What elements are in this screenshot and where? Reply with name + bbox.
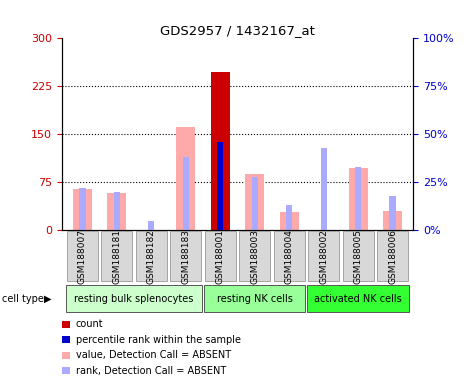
FancyBboxPatch shape: [66, 285, 202, 312]
Text: GSM188004: GSM188004: [285, 229, 294, 284]
Text: GSM188183: GSM188183: [181, 229, 190, 284]
Text: percentile rank within the sample: percentile rank within the sample: [76, 335, 241, 345]
Text: cell type: cell type: [2, 294, 44, 304]
Bar: [245, 174, 264, 230]
FancyBboxPatch shape: [204, 285, 305, 312]
FancyBboxPatch shape: [67, 232, 98, 281]
Text: GSM188182: GSM188182: [147, 229, 156, 284]
Text: resting bulk splenocytes: resting bulk splenocytes: [75, 293, 194, 304]
Bar: [114, 192, 120, 230]
Bar: [355, 167, 361, 230]
Bar: [280, 212, 299, 230]
Bar: [73, 189, 92, 230]
FancyBboxPatch shape: [205, 232, 236, 281]
FancyBboxPatch shape: [308, 232, 339, 281]
Text: activated NK cells: activated NK cells: [314, 293, 402, 304]
Text: resting NK cells: resting NK cells: [217, 293, 293, 304]
Text: GSM188181: GSM188181: [113, 229, 122, 284]
FancyBboxPatch shape: [171, 232, 201, 281]
FancyBboxPatch shape: [136, 232, 167, 281]
Bar: [148, 221, 154, 230]
Text: GSM188005: GSM188005: [353, 229, 362, 284]
Bar: [349, 168, 368, 230]
Text: GSM188002: GSM188002: [319, 229, 328, 284]
Text: count: count: [76, 319, 104, 329]
FancyBboxPatch shape: [101, 232, 133, 281]
Bar: [252, 177, 258, 230]
FancyBboxPatch shape: [342, 232, 374, 281]
Bar: [390, 196, 396, 230]
Bar: [217, 142, 223, 230]
Bar: [286, 205, 292, 230]
Bar: [321, 148, 327, 230]
Bar: [211, 72, 230, 230]
Bar: [183, 157, 189, 230]
Bar: [79, 188, 86, 230]
Text: rank, Detection Call = ABSENT: rank, Detection Call = ABSENT: [76, 366, 226, 376]
Bar: [383, 211, 402, 230]
Text: GSM188003: GSM188003: [250, 229, 259, 284]
Bar: [107, 193, 126, 230]
FancyBboxPatch shape: [274, 232, 304, 281]
FancyBboxPatch shape: [239, 232, 270, 281]
Text: GSM188007: GSM188007: [78, 229, 87, 284]
Text: value, Detection Call = ABSENT: value, Detection Call = ABSENT: [76, 350, 231, 360]
Title: GDS2957 / 1432167_at: GDS2957 / 1432167_at: [160, 24, 315, 37]
Bar: [176, 127, 195, 230]
FancyBboxPatch shape: [307, 285, 409, 312]
FancyBboxPatch shape: [377, 232, 408, 281]
Text: GSM188001: GSM188001: [216, 229, 225, 284]
Text: GSM188006: GSM188006: [388, 229, 397, 284]
Text: ▶: ▶: [44, 294, 51, 304]
